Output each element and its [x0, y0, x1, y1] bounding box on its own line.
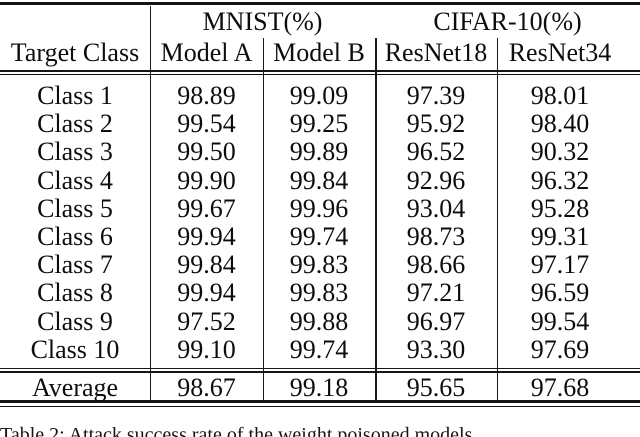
- table-caption: Table 2: Attack success rate of the weig…: [0, 424, 473, 437]
- average-double-rule-lower: [0, 371, 640, 373]
- table-cell: 99.83: [289, 250, 349, 280]
- table-cell: 93.30: [406, 334, 466, 364]
- table-cell: 99.74: [289, 222, 349, 252]
- table-cell: 99.50: [177, 137, 236, 167]
- table-cell: 98.67: [177, 372, 236, 402]
- table-cell: 99.31: [530, 222, 590, 252]
- table-bottom-rule-thin: [0, 405, 640, 408]
- column-divider: [262, 38, 265, 400]
- table-cell: 98.01: [530, 81, 590, 111]
- average-label: Average: [31, 372, 119, 402]
- table-cell: 99.96: [289, 193, 349, 223]
- table-cell: 97.17: [530, 250, 590, 280]
- header-target-class: Target Class: [10, 38, 140, 67]
- column-divider: [149, 6, 152, 400]
- table-body: Class 1 98.89 99.09 97.39 98.01 Class 2 …: [0, 82, 640, 364]
- table-cell: 99.54: [530, 306, 590, 336]
- row-label: Class 5: [37, 193, 113, 223]
- header-corner-cell: [0, 6, 150, 38]
- header-double-rule-lower: [0, 73, 640, 76]
- table-cell: 99.54: [177, 109, 236, 139]
- table-cell: 99.83: [289, 278, 349, 308]
- table-cell: 99.84: [289, 165, 349, 195]
- table-cell: 96.52: [406, 137, 466, 167]
- table-cell: 99.09: [289, 81, 349, 111]
- table-cell: 99.84: [177, 250, 236, 280]
- table-cell: 95.28: [530, 193, 590, 223]
- table-top-rule: [0, 2, 640, 5]
- table-cell: 97.52: [177, 306, 236, 336]
- table-header-columns: Target Class Model A Model B ResNet18 Re…: [0, 38, 640, 68]
- table-cell: 92.96: [406, 165, 466, 195]
- row-label: Class 9: [37, 306, 113, 336]
- average-double-rule-upper: [0, 367, 640, 370]
- table-cell: 99.89: [289, 137, 349, 167]
- table-cell: 95.65: [406, 372, 466, 402]
- row-label: Class 2: [37, 109, 113, 139]
- row-label: Class 6: [37, 222, 113, 252]
- table-cell: 96.32: [530, 165, 590, 195]
- row-label: Class 3: [37, 137, 113, 167]
- table-cell: 99.94: [177, 222, 236, 252]
- table-cell: 98.89: [177, 81, 236, 111]
- table-header-groups: MNIST(%) CIFAR-10(%): [0, 6, 640, 38]
- table-cell: 93.04: [406, 193, 466, 223]
- table-cell: 98.73: [406, 222, 466, 252]
- average-row: Average 98.67 99.18 95.65 97.68: [0, 374, 640, 400]
- table-cell: 99.67: [177, 193, 236, 223]
- table-cell: 99.18: [289, 372, 349, 402]
- table-bottom-rule-thick: [0, 400, 640, 403]
- table-cell: 96.97: [406, 306, 466, 336]
- table-cell: 98.66: [406, 250, 466, 280]
- header-group-cifar10: CIFAR-10(%): [433, 7, 582, 36]
- table-cell: 97.69: [530, 334, 590, 364]
- header-resnet18: ResNet18: [384, 38, 488, 67]
- table-cell: 99.90: [177, 165, 236, 195]
- header-model-a: Model A: [160, 38, 253, 67]
- header-double-rule-upper: [0, 70, 640, 72]
- row-label: Class 7: [37, 250, 113, 280]
- table-cell: 96.59: [530, 278, 590, 308]
- table-cell: 97.39: [406, 81, 466, 111]
- header-resnet34: ResNet34: [508, 38, 612, 67]
- table-cell: 99.25: [289, 109, 349, 139]
- header-group-mnist: MNIST(%): [202, 7, 323, 36]
- row-label: Class 4: [37, 165, 113, 195]
- table-cell: 99.74: [289, 334, 349, 364]
- header-model-b: Model B: [273, 38, 365, 67]
- table-cell: 99.94: [177, 278, 236, 308]
- column-divider: [496, 38, 499, 400]
- table-cell: 97.68: [530, 372, 590, 402]
- table-cell: 99.88: [289, 306, 349, 336]
- table-cell: 98.40: [530, 109, 590, 139]
- table-cell: 97.21: [406, 278, 466, 308]
- table-cell: 95.92: [406, 109, 466, 139]
- table-cell: 90.32: [530, 137, 590, 167]
- row-label: Class 1: [37, 81, 113, 111]
- row-label: Class 10: [30, 334, 120, 364]
- column-divider: [374, 38, 377, 400]
- table-cell: 99.10: [177, 334, 236, 364]
- row-label: Class 8: [37, 278, 113, 308]
